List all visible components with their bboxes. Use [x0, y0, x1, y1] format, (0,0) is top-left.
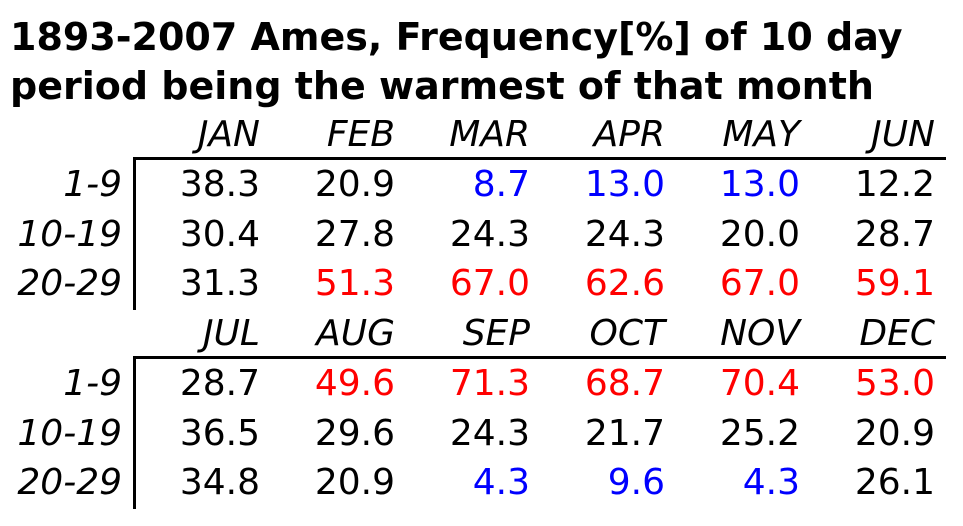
table-cell-value: 25.2: [719, 412, 800, 454]
row-label: 1-9: [63, 363, 122, 404]
table-cell-value: 30.4: [179, 213, 260, 255]
table-cell-value: 20.0: [719, 213, 800, 255]
table-cell-value: 68.7: [584, 363, 665, 404]
table-cell-value: 4.3: [472, 462, 530, 503]
header-rule: [133, 356, 946, 359]
month-header-jan: JAN: [197, 114, 260, 155]
table-cell-value: 24.3: [584, 213, 665, 255]
row-label-divider: [133, 157, 136, 310]
table-cell-value: 27.8: [314, 213, 395, 255]
table-cell-value: 26.1: [854, 462, 935, 503]
table-cell-value: 28.7: [854, 213, 935, 255]
row-label: 20-29: [17, 263, 122, 304]
month-header-may: MAY: [722, 114, 800, 155]
table-cell-value: 13.0: [719, 164, 800, 205]
table-cell-value: 62.6: [584, 263, 665, 304]
table-cell-value: 9.6: [607, 462, 665, 503]
month-header-jul: JUL: [202, 313, 260, 354]
month-header-jun: JUN: [871, 114, 935, 155]
table-cell-value: 24.3: [449, 213, 530, 255]
table-cell-value: 59.1: [854, 263, 935, 304]
table-cell-value: 36.5: [179, 412, 260, 454]
month-header-dec: DEC: [859, 313, 935, 354]
month-header-aug: AUG: [316, 313, 395, 354]
row-label: 10-19: [17, 213, 122, 255]
table-cell-value: 21.7: [584, 412, 665, 454]
table-cell-value: 70.4: [719, 363, 800, 404]
chart-title-line-1: 1893-2007 Ames, Frequency[%] of 10 day: [10, 15, 903, 59]
table-cell-value: 67.0: [719, 263, 800, 304]
row-label: 10-19: [17, 412, 122, 454]
table-cell-value: 13.0: [584, 164, 665, 205]
row-label-divider: [133, 356, 136, 509]
month-header-nov: NOV: [720, 313, 800, 354]
table-cell-value: 4.3: [742, 462, 800, 503]
table-cell-value: 29.6: [314, 412, 395, 454]
month-header-sep: SEP: [462, 313, 530, 354]
table-cell-value: 51.3: [314, 263, 395, 304]
chart-title-line-2: period being the warmest of that month: [10, 64, 874, 108]
table-cell-value: 8.7: [472, 164, 530, 205]
month-header-mar: MAR: [449, 114, 530, 155]
header-rule: [133, 157, 946, 160]
table-cell-value: 20.9: [314, 462, 395, 503]
table-cell-value: 71.3: [449, 363, 530, 404]
table-cell-value: 12.2: [854, 164, 935, 205]
table-cell-value: 20.9: [854, 412, 935, 454]
table-cell-value: 53.0: [854, 363, 935, 404]
month-header-oct: OCT: [589, 313, 665, 354]
month-header-feb: FEB: [326, 114, 395, 155]
table-cell-value: 38.3: [179, 164, 260, 205]
table-cell-value: 49.6: [314, 363, 395, 404]
table-cell-value: 20.9: [314, 164, 395, 205]
table-cell-value: 28.7: [179, 363, 260, 404]
row-label: 1-9: [63, 164, 122, 205]
table-cell-value: 67.0: [449, 263, 530, 304]
table-cell-value: 31.3: [179, 263, 260, 304]
month-header-apr: APR: [593, 114, 665, 155]
row-label: 20-29: [17, 462, 122, 503]
table-cell-value: 24.3: [449, 412, 530, 454]
table-cell-value: 34.8: [179, 462, 260, 503]
